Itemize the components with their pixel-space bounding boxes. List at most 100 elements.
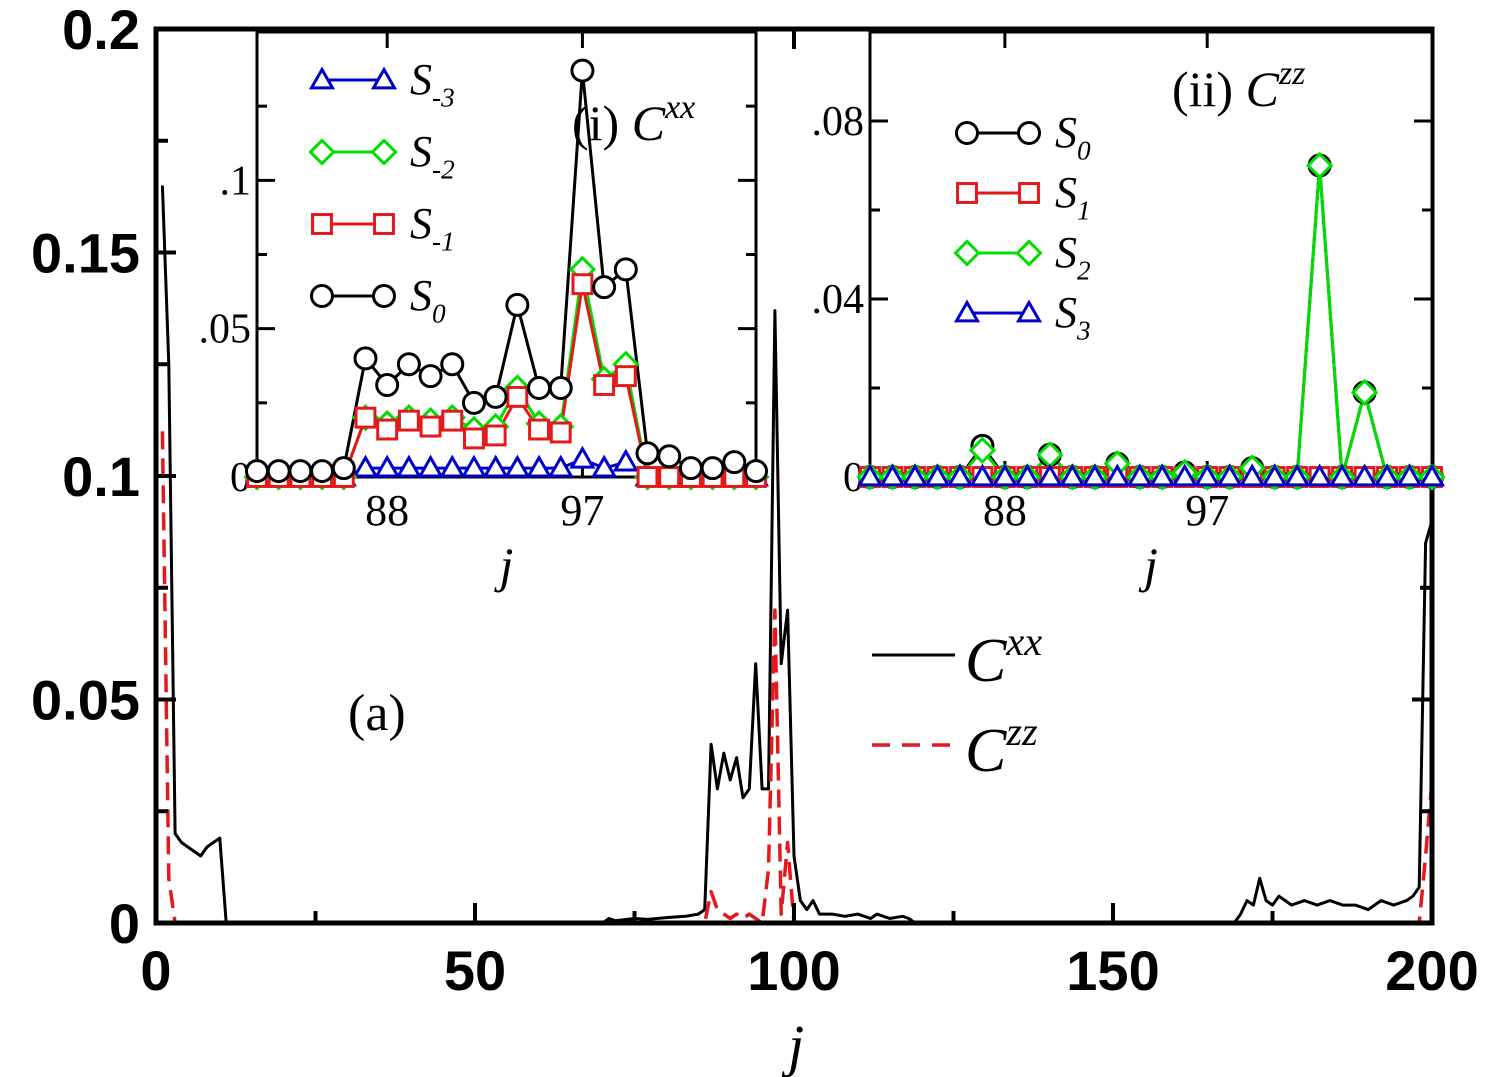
point-S0 (461, 390, 486, 415)
point-S-1 (376, 418, 399, 441)
inset-y-tick-label: .05 (199, 307, 252, 353)
inset-y-tick-label: 0 (230, 455, 251, 501)
point-S-3 (591, 454, 618, 478)
legend-marker-S2 (1015, 239, 1043, 267)
point-S-1 (593, 374, 616, 396)
legend-label-S-3: S-3 (410, 55, 455, 112)
point-S2 (968, 436, 997, 464)
x-tick-label: 50 (444, 939, 506, 1002)
point-S0 (245, 459, 269, 484)
point-S-1 (506, 385, 529, 408)
legend-marker-S0 (310, 284, 334, 308)
inset-y-tick-label: .04 (812, 277, 865, 323)
point-S2 (1350, 378, 1379, 407)
legend-marker-S2 (953, 239, 981, 267)
point-S0 (635, 441, 660, 466)
point-S3 (969, 463, 996, 487)
point-S-1 (614, 365, 637, 388)
legend-marker-S3 (953, 299, 981, 323)
point-S3 (1284, 463, 1311, 487)
legend-label-Cxx: Cxx (965, 619, 1042, 695)
point-S-3 (460, 454, 488, 478)
point-S-1 (658, 466, 681, 488)
inset-x-tick-label: 88 (365, 486, 409, 535)
y-tick-label: 0 (109, 892, 140, 955)
legend-marker-S-1 (373, 213, 395, 235)
point-S0 (483, 384, 508, 409)
point-S3 (1351, 463, 1378, 487)
point-S-3 (525, 454, 553, 478)
point-S0 (505, 292, 530, 317)
point-S0 (418, 364, 443, 389)
point-S3 (1396, 463, 1423, 487)
legend-label-Czz: Czz (965, 709, 1038, 785)
y-tick-label: 0.1 (62, 445, 140, 508)
main-legend: Cxx Czz (872, 619, 1042, 785)
point-S0 (592, 275, 617, 300)
legend-marker-S-1 (311, 213, 333, 235)
point-S-3 (612, 448, 639, 472)
inset-y-tick-label: .1 (220, 158, 252, 204)
point-S-1 (463, 427, 485, 450)
x-tick-label: 200 (1385, 939, 1478, 1002)
legend-marker-S-2 (370, 138, 398, 166)
legend-label-S2: S2 (1055, 228, 1091, 285)
series-line-Czz (160, 431, 1434, 925)
point-S3 (1418, 463, 1446, 487)
point-S-1 (571, 273, 594, 296)
point-S0 (700, 456, 725, 481)
point-S-3 (569, 445, 596, 469)
point-S-3 (504, 454, 531, 478)
point-S-3 (482, 454, 509, 478)
point-S3 (1194, 463, 1221, 487)
point-S3 (1306, 463, 1333, 487)
point-S3 (1171, 463, 1198, 487)
point-S3 (1126, 463, 1153, 487)
legend-marker-S1 (1018, 182, 1040, 204)
point-S0 (353, 346, 378, 371)
point-S-3 (439, 454, 466, 478)
point-S3 (1261, 463, 1288, 487)
legend-marker-S-3 (308, 66, 336, 90)
x-tick-label: 0 (140, 939, 171, 1002)
point-S0 (722, 450, 747, 475)
inset-y-tick-label: .08 (812, 99, 865, 145)
point-S3 (991, 463, 1018, 487)
y-tick-label: 0.2 (62, 0, 140, 61)
point-S-1 (397, 409, 420, 432)
point-S3 (1081, 463, 1108, 487)
point-S3 (1059, 463, 1086, 487)
point-S3 (1373, 463, 1401, 487)
legend-marker-S0 (955, 121, 979, 145)
point-S3 (924, 463, 951, 487)
point-S0 (396, 352, 421, 377)
point-S3 (879, 463, 906, 487)
point-S-1 (636, 466, 659, 488)
point-S0 (657, 444, 682, 469)
point-S0 (331, 456, 356, 481)
point-S0 (266, 459, 291, 484)
point-S-3 (374, 454, 401, 478)
legend-marker-S-2 (308, 138, 336, 166)
legend-marker-S1 (956, 182, 978, 204)
point-S3 (1328, 463, 1356, 487)
legend-label-S-2: S-2 (410, 127, 455, 184)
legend-marker-S-3 (370, 66, 398, 90)
y-tick-label: 0.15 (31, 222, 140, 285)
legend-marker-S0 (1017, 121, 1041, 145)
point-S-1 (528, 418, 550, 441)
point-S3 (946, 463, 974, 487)
point-S3 (901, 463, 929, 487)
inset-y-tick-label: 0 (843, 455, 864, 501)
inset-inset1: 0 .05 .1 88 97 j (i) Cxx S-3 S-2 S-1 S0 (199, 30, 770, 593)
legend-label-S-1: S-1 (410, 199, 455, 256)
inset-x-tick-label: 97 (1185, 486, 1229, 535)
legend-marker-S0 (372, 284, 396, 308)
point-S0 (440, 352, 465, 377)
point-S2 (1305, 151, 1334, 180)
point-S-1 (441, 409, 464, 432)
point-S0 (744, 459, 768, 484)
